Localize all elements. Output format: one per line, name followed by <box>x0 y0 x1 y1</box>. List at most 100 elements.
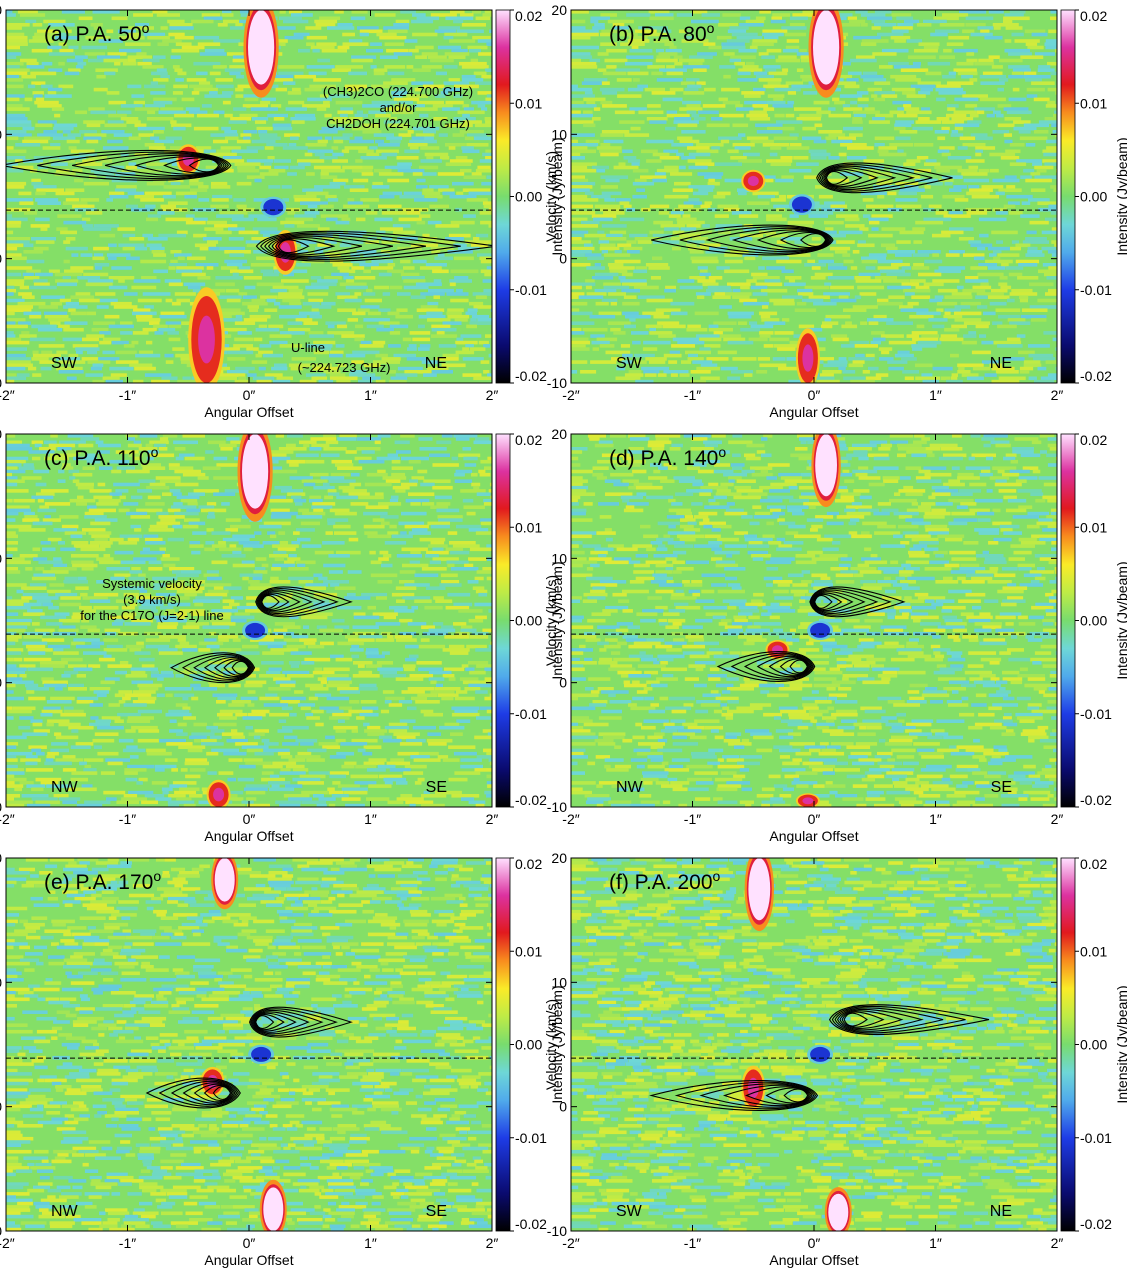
x-axis-label: Angular Offset <box>204 404 293 420</box>
emission-feature <box>747 175 759 187</box>
colorbar-tick-label: 0.00 <box>1080 189 1107 205</box>
colorbar-label: Intensity (Jy/beam) <box>549 561 565 679</box>
colorbar-tick-label: 0.02 <box>515 432 542 448</box>
colorbar-tick-label: -0.02 <box>1080 368 1112 384</box>
contour-line <box>260 232 461 260</box>
contour-line <box>261 594 280 609</box>
heatmap-features <box>741 10 844 383</box>
colorbar-tick-label: -0.02 <box>515 792 547 808</box>
contour-line <box>170 652 256 684</box>
absorption-feature <box>791 196 812 213</box>
heatmap-noise <box>6 858 492 1231</box>
annotation-molecule: (CH3)2CO (224.700 GHz) <box>323 84 473 99</box>
contour-line <box>651 224 834 256</box>
emission-feature <box>748 858 771 921</box>
colorbar-tick-label: -0.01 <box>1080 282 1112 298</box>
x-tick-label: -1″ <box>119 387 136 403</box>
panel-e: -2″ -1″ 0″ 1″ 2″ -10 0 10 20 Angular Offset Veloci… <box>0 850 565 1268</box>
absorption-feature <box>810 622 831 638</box>
x-tick-label: 2″ <box>1051 811 1064 827</box>
contour-line <box>214 658 251 678</box>
contour-line <box>145 1077 241 1109</box>
absorption-feature <box>810 1046 831 1062</box>
x-tick-label: 0″ <box>808 387 821 403</box>
contour-line <box>814 594 833 609</box>
y-tick-label: 0 <box>0 675 2 691</box>
contour-line <box>817 163 933 192</box>
contour-line <box>816 162 953 194</box>
contour-line <box>259 592 301 612</box>
colorbar-tick-label: 0.01 <box>1080 943 1107 959</box>
contour-line <box>821 167 897 189</box>
contour-line <box>730 652 814 681</box>
colorbar-tick-label: 0.00 <box>515 613 542 629</box>
contour-line <box>834 1007 944 1032</box>
panel-title: (a) P.A. 50o <box>44 20 150 46</box>
contour-line <box>744 1086 812 1105</box>
y-tick-label: 0 <box>559 675 567 691</box>
annotation-molecule: and/or <box>380 100 418 115</box>
colorbar-tick-label: 0.01 <box>515 943 542 959</box>
contour-line <box>699 1083 815 1108</box>
contour-set <box>145 1006 353 1109</box>
contour-line <box>819 165 915 191</box>
contour-line <box>810 588 892 616</box>
x-tick-label: -2″ <box>562 811 579 827</box>
heatmap-noise <box>6 10 492 383</box>
x-tick-label: -2″ <box>562 1235 579 1251</box>
contour-line <box>828 1004 990 1036</box>
absorption-feature <box>251 1046 272 1062</box>
panel-c: -2″ -1″ 0″ 1″ 2″ -10 0 10 20 Angular Offset Veloci… <box>0 426 565 844</box>
colorbar-label: Intensity (Jy/beam) <box>1114 985 1127 1103</box>
contour-line <box>193 655 253 680</box>
contour-line <box>134 156 223 175</box>
contour-line <box>182 1082 236 1104</box>
direction-label-right: NE <box>990 355 1012 372</box>
colorbar-tick-label: 0.02 <box>515 8 542 24</box>
contour-line <box>836 1008 924 1031</box>
emission-feature <box>242 434 269 509</box>
y-tick-label: 20 <box>0 850 2 866</box>
contour-line <box>756 230 829 250</box>
contour-line <box>743 654 813 679</box>
y-tick-label: 10 <box>0 550 2 566</box>
y-tick-label: -10 <box>547 375 567 391</box>
direction-label-right: SE <box>426 779 447 796</box>
x-tick-label: 2″ <box>486 1235 499 1251</box>
contour-line <box>731 229 830 251</box>
contour-line <box>768 657 811 676</box>
x-axis-label: Angular Offset <box>204 1252 293 1268</box>
y-tick-label: 10 <box>551 126 567 142</box>
contour-line <box>274 238 336 255</box>
x-tick-label: -1″ <box>684 387 701 403</box>
contour-line <box>839 1010 904 1029</box>
colorbar-tick-label: -0.02 <box>515 1216 547 1232</box>
colorbar-tick-label: 0.02 <box>515 856 542 872</box>
emission-feature <box>802 797 814 805</box>
contour-set <box>649 1004 990 1111</box>
contour-line <box>831 1005 966 1034</box>
contour-line <box>158 1079 240 1107</box>
colorbar-label: Intensity (Jy/beam) <box>549 985 565 1103</box>
contour-line <box>809 586 906 618</box>
contour-line <box>256 588 339 616</box>
absorption-feature <box>263 199 284 216</box>
panel-title: (b) P.A. 80o <box>609 20 715 46</box>
colorbar-tick-label: 0.02 <box>1080 856 1107 872</box>
x-axis-label: Angular Offset <box>769 828 858 844</box>
y-tick-label: 20 <box>551 426 567 442</box>
x-tick-label: 1″ <box>364 387 377 403</box>
panel-a: -2″ -1″ 0″ 1″ 2″ -10 0 10 20 Angular Offset Veloci… <box>0 2 565 420</box>
y-tick-label: 10 <box>551 974 567 990</box>
colorbar-label: Intensity (Jy/beam) <box>1114 561 1127 679</box>
contour-line <box>249 1006 353 1038</box>
panel-b: -2″ -1″ 0″ 1″ 2″ -10 0 10 20 Angular Offset Veloci… <box>543 2 1127 420</box>
contour-line <box>783 1088 809 1103</box>
contour-line <box>188 158 220 173</box>
x-tick-label: 1″ <box>364 1235 377 1251</box>
colorbar-tick-label: 0.01 <box>515 519 542 535</box>
direction-label-right: NE <box>990 1203 1012 1220</box>
y-tick-label: -10 <box>0 1223 2 1239</box>
y-tick-label: -10 <box>0 799 2 815</box>
contour-line <box>267 235 393 258</box>
